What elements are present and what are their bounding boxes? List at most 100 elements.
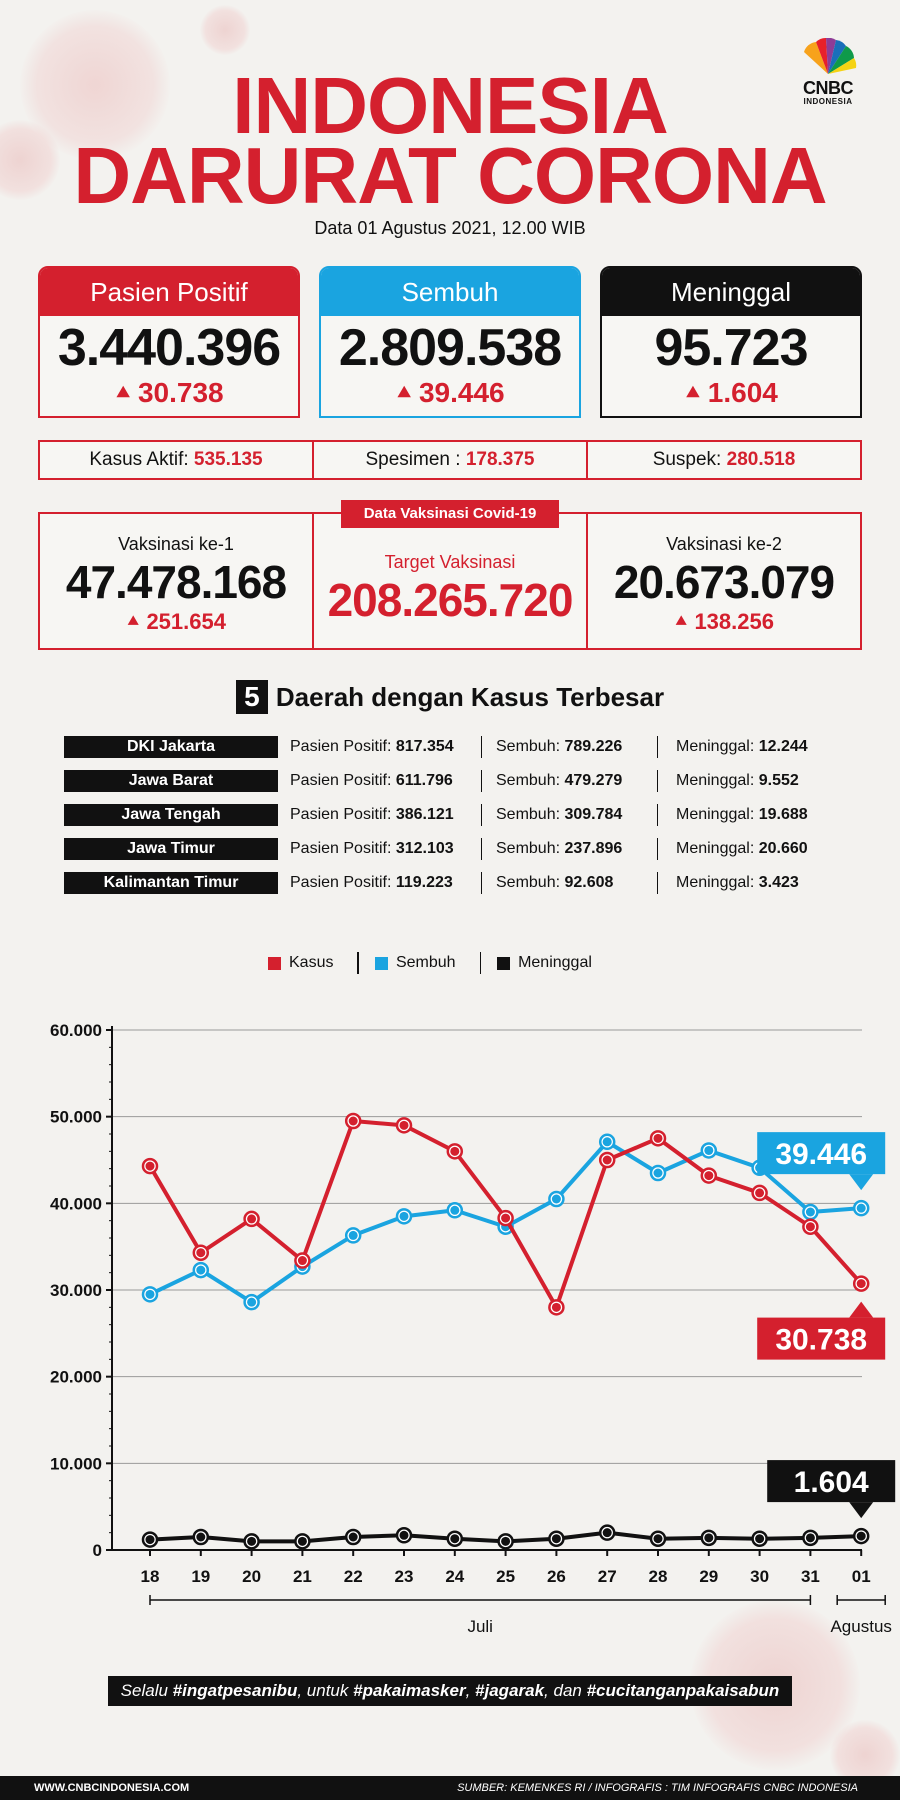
data-point-sembuh (653, 1168, 663, 1178)
stat-label: Pasien Positif (40, 268, 298, 316)
data-point-kasus (145, 1161, 155, 1171)
province-deaths: Meninggal: 12.244 (658, 736, 808, 758)
table-row: Jawa Tengah Pasien Positif: 386.121 Sembuh… (64, 798, 864, 832)
province-name: Jawa Tengah (64, 804, 278, 826)
cell-value: 312.103 (395, 840, 454, 857)
cell-label: Meninggal: (676, 772, 759, 789)
data-point-meninggal (247, 1536, 257, 1546)
data-point-meninggal (145, 1535, 155, 1545)
cell-label: Pasien Positif: (290, 806, 396, 823)
data-point-sembuh (196, 1265, 206, 1275)
province-name: Jawa Barat (64, 770, 278, 792)
double-chevron-up-icon: ⯅ (126, 611, 141, 631)
banner-text: , dan (544, 1681, 587, 1700)
province-name: DKI Jakarta (64, 736, 278, 758)
table-row: Jawa Barat Pasien Positif: 611.796 Sembuh:… (64, 764, 864, 798)
stat-value: 95.723 (654, 319, 808, 377)
banner-text: , untuk (297, 1681, 354, 1700)
data-point-meninggal (704, 1533, 714, 1543)
double-chevron-up-icon: ⯅ (674, 611, 689, 631)
data-point-kasus (551, 1302, 561, 1312)
stat-delta-value: 39.446 (418, 377, 505, 408)
summary-label: Suspek: (652, 449, 727, 470)
stat-delta-value: 1.604 (707, 377, 778, 408)
data-point-kasus (450, 1146, 460, 1156)
table-row: Jawa Timur Pasien Positif: 312.103 Sembuh:… (64, 832, 864, 866)
data-point-meninggal (348, 1532, 358, 1542)
cell-label: Meninggal: (676, 840, 759, 857)
data-point-kasus (755, 1188, 765, 1198)
vax-label: Vaksinasi ke-1 (118, 534, 234, 554)
cell-label: Pasien Positif: (290, 840, 396, 857)
legend-item: Kasus (268, 954, 333, 972)
data-point-meninggal (856, 1531, 866, 1541)
summary-value: 535.135 (193, 449, 263, 470)
callout-box (757, 1317, 886, 1360)
data-point-meninggal (501, 1536, 511, 1546)
x-tick-label: 19 (191, 1567, 210, 1586)
legend-swatch (374, 956, 388, 970)
data-point-sembuh (551, 1194, 561, 1204)
data-point-kasus (704, 1171, 714, 1181)
footer-source: SUMBER: KEMENKES RI / INFOGRAFIS : TIM I… (457, 1782, 858, 1794)
page-title-line2: DARURAT CORONA (73, 131, 827, 220)
y-tick-label: 40.000 (50, 1194, 102, 1213)
province-name: Kalimantan Timur (64, 872, 278, 894)
x-tick-label: 28 (649, 1567, 668, 1586)
cell-label: Meninggal: (676, 806, 759, 823)
vax-value: 208.265.720 (327, 574, 574, 626)
data-point-kasus (196, 1248, 206, 1258)
vax-label: Vaksinasi ke-2 (666, 534, 782, 554)
data-point-kasus (501, 1213, 511, 1223)
vax-delta-value: 251.654 (146, 609, 226, 634)
vax-label: Target Vaksinasi (384, 552, 516, 572)
cell-value: 817.354 (395, 738, 454, 755)
top5-title-text: Daerah dengan Kasus Terbesar (275, 682, 665, 712)
callout-pointer (849, 1301, 874, 1318)
cell-label: Sembuh: (496, 840, 565, 857)
summary-specimen: Spesimen : 178.375 (314, 442, 588, 478)
summary-row: Kasus Aktif: 535.135 Spesimen : 178.375 … (38, 440, 862, 480)
data-point-meninggal (653, 1534, 663, 1544)
province-recovered: Sembuh: 237.896 (482, 838, 658, 860)
stat-delta: ⯅ 39.446 (321, 378, 579, 408)
peacock-icon (804, 37, 857, 74)
x-tick-label: 24 (445, 1567, 464, 1586)
x-tick-label: 30 (750, 1567, 769, 1586)
data-point-sembuh (247, 1297, 257, 1307)
virus-decoration (20, 10, 170, 160)
summary-value: 178.375 (465, 449, 535, 470)
x-tick-label: 23 (395, 1567, 414, 1586)
cell-value: 12.244 (758, 738, 808, 755)
footer-website: WWW.CNBCINDONESIA.COM (34, 1782, 190, 1794)
stat-label: Sembuh (321, 268, 579, 316)
vax-delta: ⯅ 251.654 (40, 608, 312, 635)
legend-label: Kasus (289, 954, 334, 971)
vaccination-target: Target Vaksinasi 208.265.720 (314, 514, 588, 648)
cell-value: 309.784 (564, 806, 623, 823)
data-point-kasus (602, 1155, 612, 1165)
data-point-kasus (247, 1214, 257, 1224)
stat-delta: ⯅ 1.604 (602, 378, 860, 408)
cell-value: 479.279 (564, 772, 623, 789)
cell-value: 3.423 (758, 874, 799, 891)
y-tick-label: 50.000 (50, 1108, 102, 1127)
summary-value: 280.518 (726, 449, 796, 470)
data-point-sembuh (602, 1137, 612, 1147)
province-deaths: Meninggal: 20.660 (658, 838, 808, 860)
vaccination-dose2: Vaksinasi ke-2 20.673.079 ⯅ 138.256 (588, 514, 860, 648)
banner-text: , (465, 1681, 476, 1700)
cell-value: 9.552 (758, 772, 799, 789)
x-tick-label: 31 (801, 1567, 820, 1586)
province-recovered: Sembuh: 92.608 (482, 872, 658, 894)
x-tick-label: 18 (141, 1567, 160, 1586)
x-tick-label: 27 (598, 1567, 617, 1586)
cell-value: 611.796 (395, 772, 453, 789)
data-point-kasus (805, 1222, 815, 1232)
cell-label: Pasien Positif: (290, 874, 396, 891)
stat-positive: Pasien Positif 3.440.396 ⯅ 30.738 (38, 266, 300, 418)
cell-value: 386.121 (395, 806, 454, 823)
stat-delta: ⯅ 30.738 (40, 378, 298, 408)
data-point-kasus (348, 1116, 358, 1126)
stat-value: 2.809.538 (338, 319, 562, 377)
